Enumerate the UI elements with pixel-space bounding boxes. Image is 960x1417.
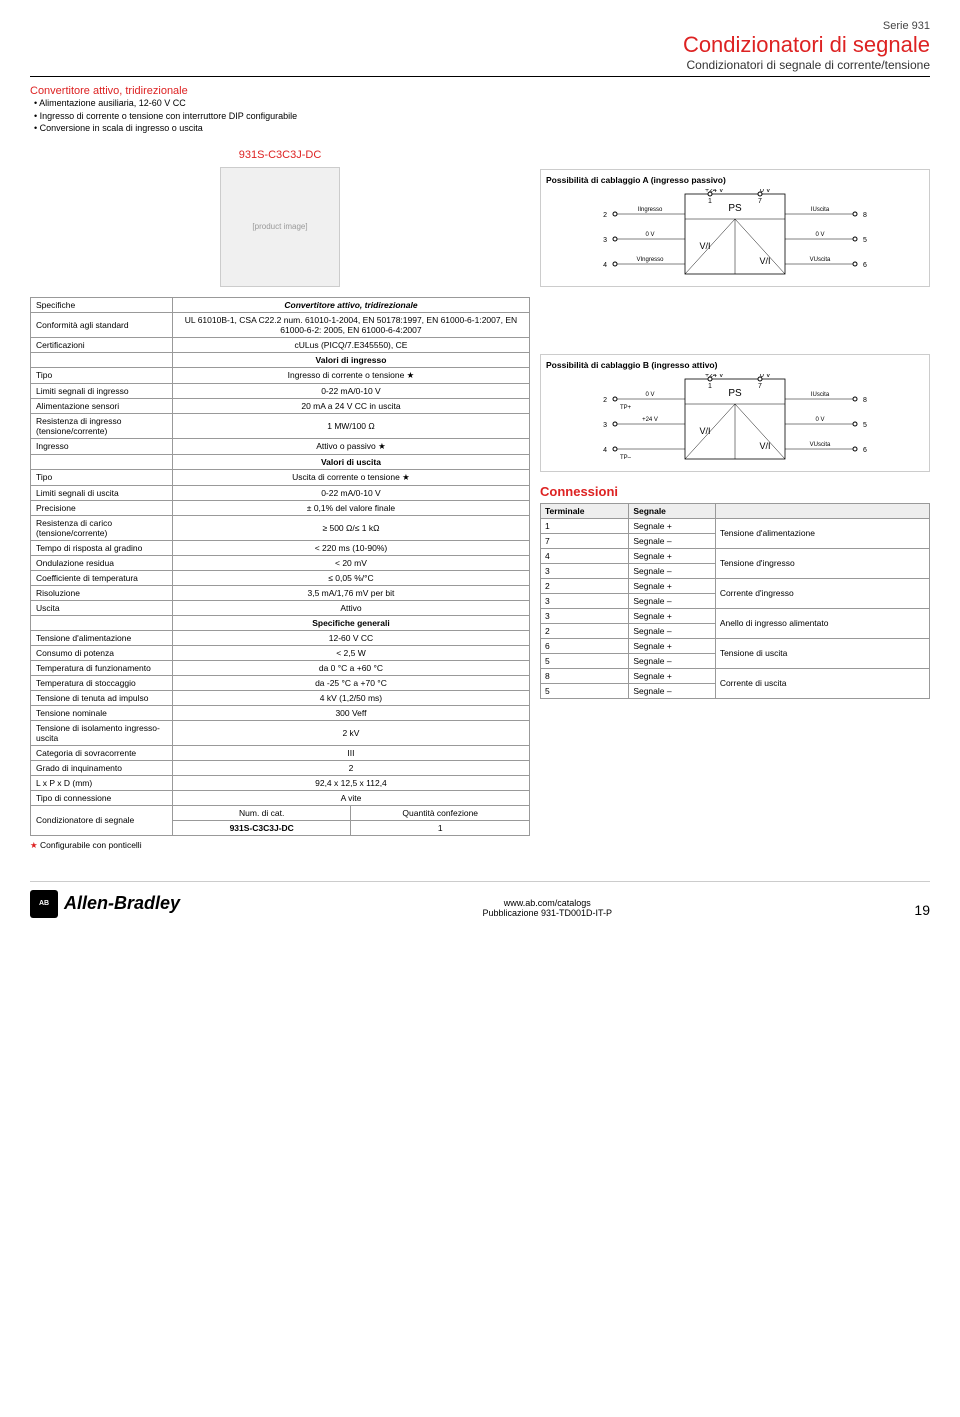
- main-title: Condizionatori di segnale: [30, 32, 930, 58]
- svg-text:TP+: TP+: [620, 405, 632, 411]
- brand-logo: AB Allen-Bradley: [30, 890, 180, 918]
- serie-label: Serie 931: [30, 20, 930, 32]
- svg-text:V/I: V/I: [699, 426, 710, 436]
- svg-text:2: 2: [603, 397, 607, 404]
- svg-text:4: 4: [603, 447, 607, 454]
- svg-text:4: 4: [603, 262, 607, 269]
- subtitle: Condizionatori di segnale di corrente/te…: [30, 58, 930, 72]
- ab-badge-icon: AB: [30, 890, 58, 918]
- product-image: [product image]: [220, 167, 340, 287]
- page-header: Serie 931 Condizionatori di segnale Cond…: [30, 20, 930, 77]
- svg-text:VUscita: VUscita: [810, 442, 831, 448]
- spec-table: SpecificheConvertitore attivo, tridirezi…: [30, 297, 530, 836]
- svg-text:8: 8: [863, 212, 867, 219]
- svg-text:1: 1: [708, 383, 712, 390]
- svg-text:0 V: 0 V: [815, 232, 824, 238]
- svg-text:V/I: V/I: [759, 256, 770, 266]
- svg-text:VUscita: VUscita: [810, 257, 831, 263]
- svg-text:2: 2: [603, 212, 607, 219]
- svg-text:3: 3: [603, 237, 607, 244]
- page-footer: AB Allen-Bradley www.ab.com/catalogs Pub…: [30, 881, 930, 918]
- intro-bullet: Ingresso di corrente o tensione con inte…: [34, 110, 930, 123]
- svg-text:5: 5: [863, 237, 867, 244]
- svg-text:7: 7: [758, 383, 762, 390]
- svg-text:PS: PS: [728, 388, 742, 399]
- svg-text:IIngresso: IIngresso: [638, 207, 663, 213]
- svg-text:IUscita: IUscita: [811, 392, 830, 398]
- footer-url: www.ab.com/catalogs: [482, 898, 612, 908]
- footer-center: www.ab.com/catalogs Pubblicazione 931-TD…: [482, 898, 612, 918]
- page-number: 19: [914, 902, 930, 918]
- intro-title: Convertitore attivo, tridirezionale: [30, 85, 930, 97]
- brand-name: Allen-Bradley: [64, 893, 180, 914]
- svg-text:IUscita: IUscita: [811, 207, 830, 213]
- intro-bullet: Alimentazione ausiliaria, 12-60 V CC: [34, 97, 930, 110]
- svg-text:0 V: 0 V: [645, 232, 654, 238]
- svg-text:VIngresso: VIngresso: [636, 257, 664, 263]
- intro-list: Alimentazione ausiliaria, 12-60 V CC Ing…: [30, 97, 930, 135]
- svg-text:6: 6: [863, 447, 867, 454]
- intro-block: Convertitore attivo, tridirezionale Alim…: [30, 85, 930, 135]
- svg-text:V/I: V/I: [699, 241, 710, 251]
- wiring-diagram-a: Possibilità di cablaggio A (ingresso pas…: [540, 169, 930, 287]
- footer-pub: Pubblicazione 931-TD001D-IT-P: [482, 908, 612, 918]
- svg-text:0 V: 0 V: [645, 392, 654, 398]
- connections-title: Connessioni: [540, 484, 930, 499]
- config-note: ★ ★ Configurabile con ponticelliConfigur…: [30, 840, 530, 851]
- svg-text:7: 7: [758, 198, 762, 205]
- svg-text:5: 5: [863, 422, 867, 429]
- wiring-diagram-b: Possibilità di cablaggio B (ingresso att…: [540, 354, 930, 472]
- svg-text:TP–: TP–: [620, 455, 632, 461]
- svg-text:6: 6: [863, 262, 867, 269]
- connections-table: TerminaleSegnale 1Segnale +Tensione d'al…: [540, 503, 930, 699]
- intro-bullet: Conversione in scala di ingresso o uscit…: [34, 122, 930, 135]
- svg-text:0 V: 0 V: [815, 417, 824, 423]
- svg-text:1: 1: [708, 198, 712, 205]
- svg-text:PS: PS: [728, 203, 742, 214]
- svg-text:+24 V: +24 V: [642, 417, 658, 423]
- svg-text:8: 8: [863, 397, 867, 404]
- svg-text:V/I: V/I: [759, 441, 770, 451]
- svg-text:3: 3: [603, 422, 607, 429]
- model-code: 931S-C3C3J-DC: [30, 149, 530, 161]
